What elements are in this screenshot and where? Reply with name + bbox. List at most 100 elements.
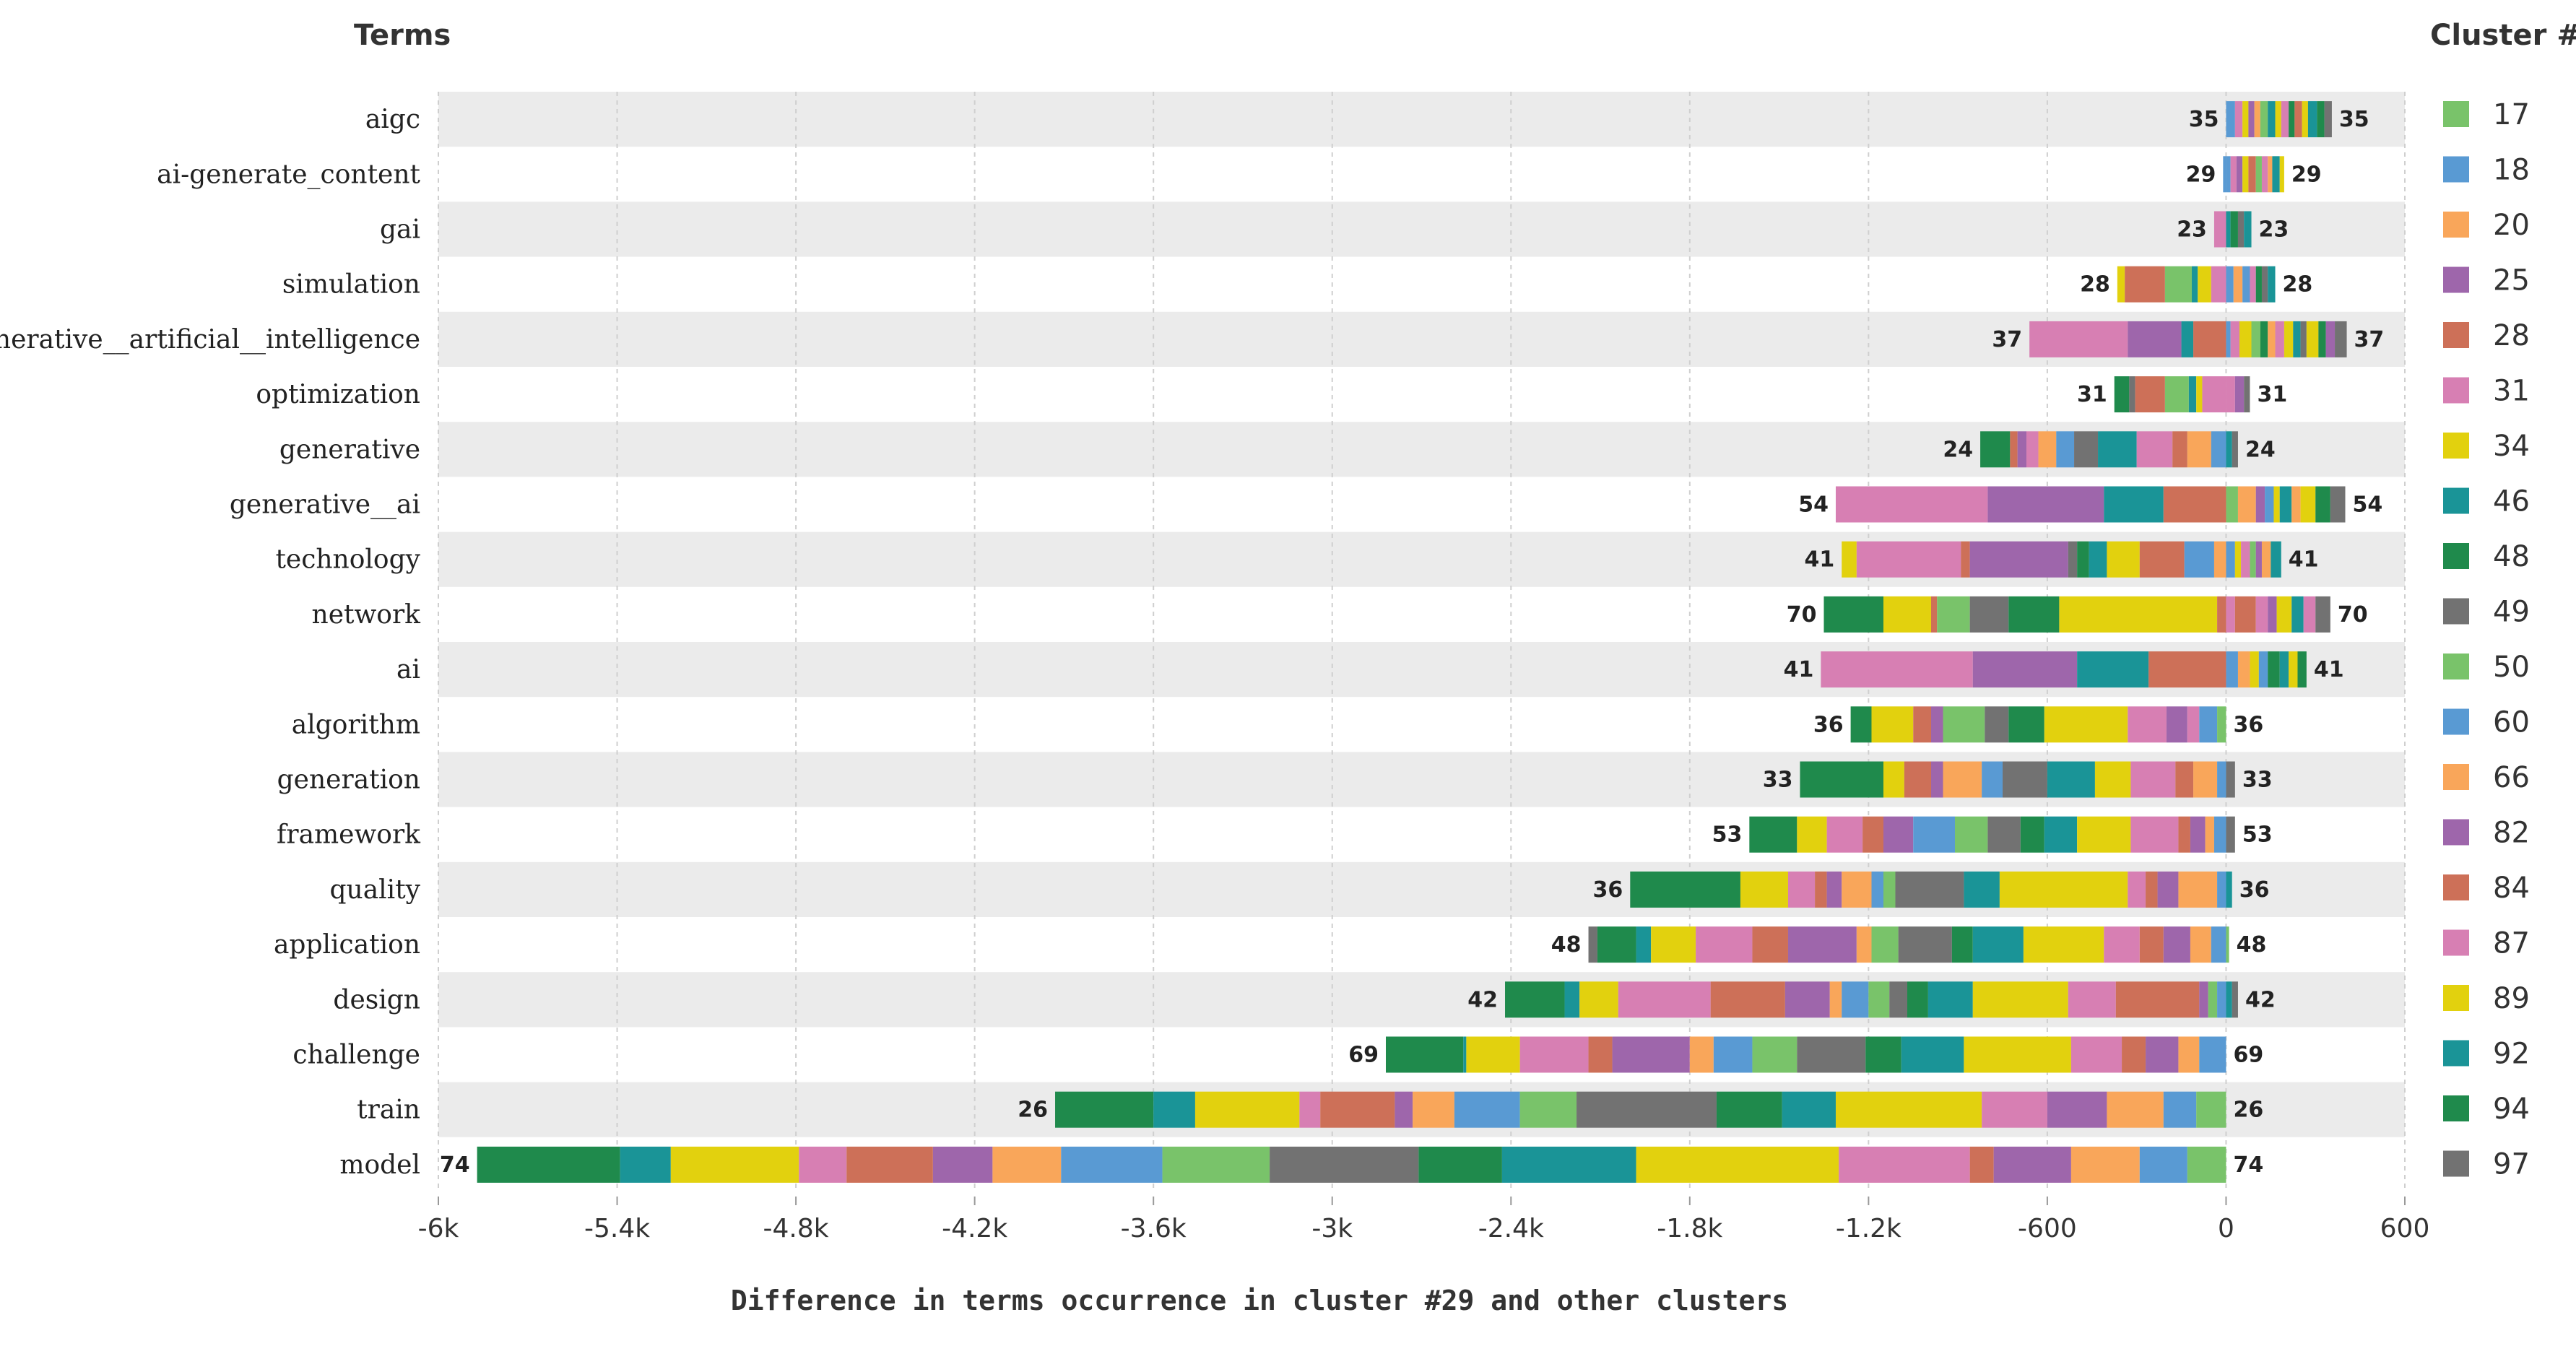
bar-right-label: 69: [2233, 1043, 2263, 1068]
bar-segment: [2268, 101, 2276, 138]
legend-swatch: [2443, 266, 2469, 293]
bar-segment: [2255, 596, 2268, 633]
bar-segment: [1270, 1146, 1419, 1183]
legend-swatch: [2443, 764, 2469, 790]
bar-segment: [2325, 321, 2336, 357]
term-label: gai: [380, 215, 420, 245]
bar-segment: [1829, 981, 1842, 1018]
bar-segment: [1752, 1036, 1797, 1073]
bar-segment: [2244, 376, 2250, 413]
legend-swatch: [2443, 543, 2469, 569]
bar-segment: [1782, 1091, 1836, 1128]
bar-segment: [1969, 596, 2009, 633]
bar-segment: [2178, 1036, 2200, 1073]
bar-segment: [1868, 981, 1890, 1018]
bar-left-label: 74: [440, 1152, 470, 1178]
bar-segment: [2248, 156, 2256, 193]
bar-segment: [2268, 651, 2280, 688]
bars-group: 35 35 29 29 23 23 28 28 37 37 31 31 24 24 54 54 41 41 70 70…: [440, 101, 2384, 1183]
bar-segment: [2268, 596, 2277, 633]
term-label: quality: [329, 875, 420, 905]
bar-segment: [2297, 651, 2307, 688]
bar-left-label: 31: [2077, 382, 2107, 407]
bar-segment: [1696, 926, 1753, 963]
term-label: generative__artificial__intelligence: [0, 325, 420, 355]
bar-segment: [1740, 871, 1788, 908]
bar-segment: [2122, 1036, 2146, 1073]
bar-segment: [1871, 871, 1883, 908]
term-label: framework: [277, 820, 421, 850]
term-label: network: [312, 600, 422, 630]
legend: 17 18 20 25 28 31 34 46 48 49 50 60 66 82 84 87 89 92 94 97: [2443, 98, 2530, 1181]
bar-segment: [2265, 486, 2274, 523]
bar-segment: [1842, 541, 1857, 578]
bar-segment: [799, 1146, 847, 1183]
legend-label: 50: [2493, 651, 2530, 684]
bar-segment: [1299, 1091, 1321, 1128]
bar-segment: [2115, 981, 2200, 1018]
bar-segment: [1931, 706, 1943, 743]
term-label: application: [274, 930, 420, 960]
bar-segment: [2196, 1091, 2226, 1128]
bar-right-label: 70: [2338, 602, 2368, 628]
term-label: challenge: [292, 1041, 420, 1070]
x-tick-label: 0: [2218, 1214, 2234, 1243]
bar-segment: [2089, 541, 2107, 578]
legend-label: 46: [2493, 485, 2530, 518]
bar-segment: [1907, 981, 1928, 1018]
bar-segment: [2268, 321, 2276, 357]
bar-segment: [2226, 101, 2235, 138]
bar-left-label: 26: [1018, 1098, 1048, 1123]
bar-segment: [1505, 981, 1565, 1018]
x-axis-ticks: -6k -5.4k -4.8k -4.2k -3.6k -3k -2.4k -1.8k -1.2…: [418, 1197, 2429, 1243]
x-tick-label: -3k: [1311, 1214, 1353, 1243]
bar-segment: [992, 1146, 1062, 1183]
bar-left-label: 42: [1467, 987, 1498, 1012]
bar-segment: [2211, 266, 2226, 303]
bar-segment: [2114, 376, 2130, 413]
bar-segment: [1153, 1091, 1195, 1128]
bar-right-label: 42: [2245, 987, 2276, 1012]
legend-label: 87: [2493, 927, 2530, 960]
term-label: technology: [275, 545, 420, 575]
bar-right-label: 41: [2314, 657, 2344, 682]
bar-segment: [1787, 871, 1816, 908]
bar-segment: [2059, 596, 2218, 633]
legend-label: 94: [2493, 1093, 2530, 1126]
bar-segment: [2279, 156, 2284, 193]
bar-segment: [2164, 376, 2189, 413]
bar-left-label: 48: [1551, 932, 1582, 958]
bar-segment: [2202, 376, 2226, 413]
bar-segment: [2178, 871, 2218, 908]
bar-segment: [2181, 321, 2194, 357]
bar-segment: [2010, 431, 2018, 468]
bar-segment: [1588, 926, 1597, 963]
bar-segment: [2003, 761, 2047, 798]
legend-swatch: [2443, 598, 2469, 625]
bar-segment: [1871, 926, 1899, 963]
bar-right-label: 24: [2245, 437, 2276, 462]
bar-segment: [1579, 981, 1618, 1018]
bar-segment: [2130, 816, 2179, 853]
bar-segment: [2217, 761, 2226, 798]
bar-segment: [2230, 211, 2238, 248]
bar-segment: [2104, 926, 2140, 963]
bar-segment: [1972, 926, 2024, 963]
bar-segment: [2335, 321, 2347, 357]
bar-segment: [1826, 816, 1863, 853]
x-tick-label: -600: [2018, 1214, 2077, 1243]
bar-segment: [2163, 926, 2190, 963]
bar-right-label: 29: [2291, 162, 2322, 187]
bar-segment: [1985, 706, 2009, 743]
bar-left-label: 23: [2177, 217, 2207, 243]
bar-segment: [2261, 541, 2271, 578]
bar-segment: [2077, 816, 2131, 853]
bar-segment: [2008, 706, 2044, 743]
bar-segment: [2198, 266, 2211, 303]
bar-segment: [2074, 431, 2099, 468]
bar-segment: [1883, 761, 1904, 798]
bar-segment: [1463, 1036, 1467, 1073]
bar-segment: [1839, 1146, 1970, 1183]
bar-segment: [1850, 706, 1872, 743]
bar-segment: [2139, 926, 2164, 963]
